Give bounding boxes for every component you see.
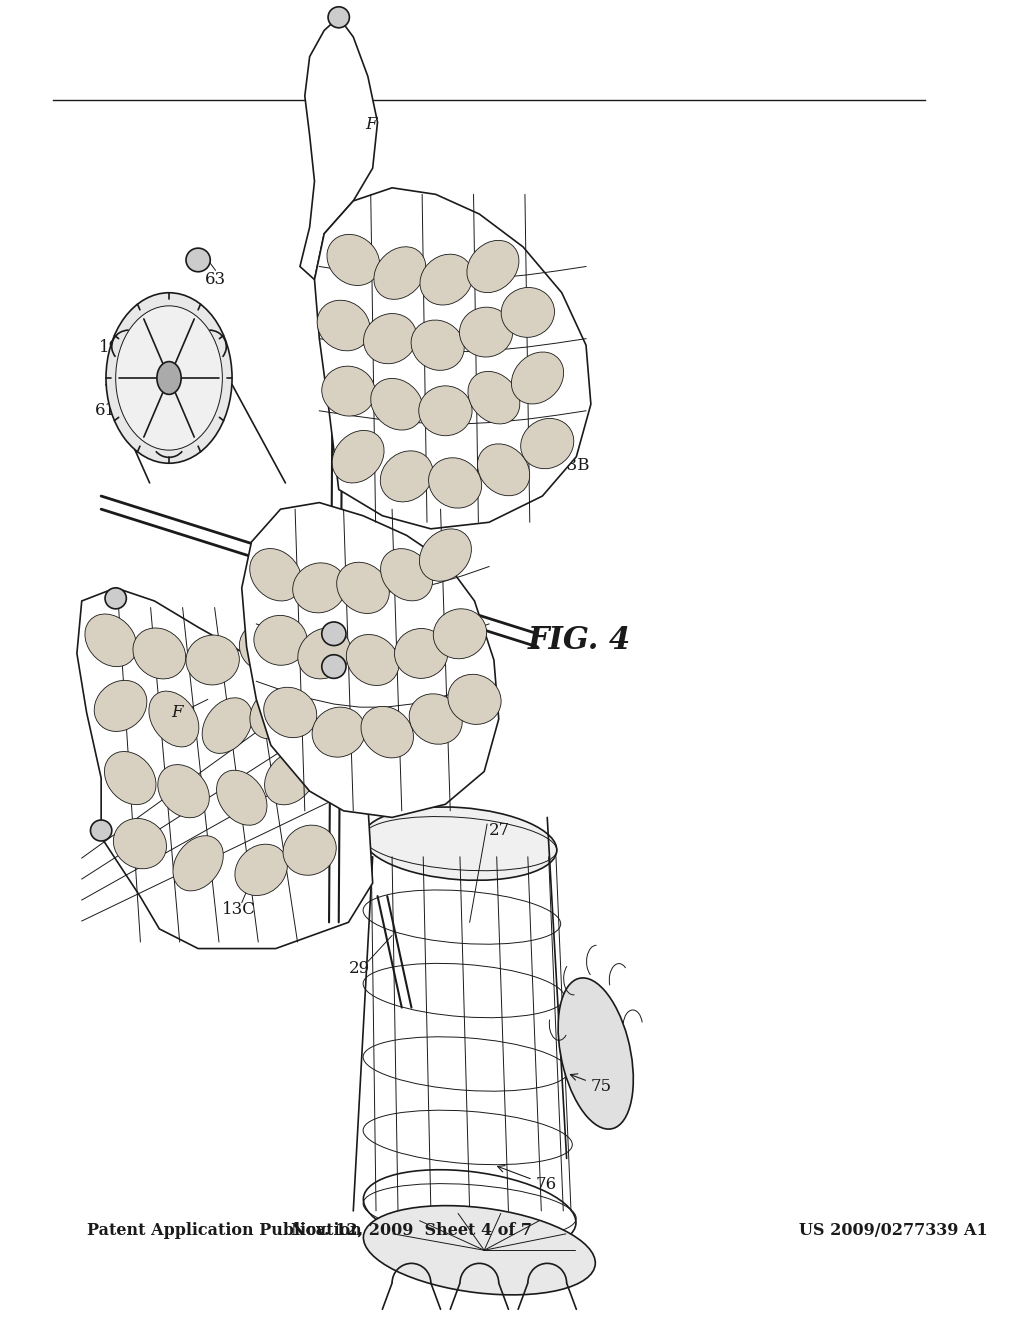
Text: F: F bbox=[171, 704, 182, 721]
Text: Patent Application Publication: Patent Application Publication bbox=[87, 1222, 361, 1239]
Ellipse shape bbox=[322, 366, 375, 416]
Ellipse shape bbox=[283, 825, 336, 875]
Ellipse shape bbox=[520, 418, 573, 469]
Text: 13A: 13A bbox=[431, 684, 464, 701]
Ellipse shape bbox=[511, 352, 563, 404]
Ellipse shape bbox=[148, 692, 199, 747]
Ellipse shape bbox=[327, 235, 380, 285]
Polygon shape bbox=[300, 17, 378, 280]
Ellipse shape bbox=[90, 820, 112, 841]
Ellipse shape bbox=[105, 587, 126, 609]
Ellipse shape bbox=[250, 549, 302, 601]
Text: 27: 27 bbox=[489, 822, 510, 840]
Ellipse shape bbox=[420, 255, 473, 305]
Text: 29: 29 bbox=[330, 251, 351, 268]
Ellipse shape bbox=[468, 371, 520, 424]
Ellipse shape bbox=[380, 451, 433, 502]
Ellipse shape bbox=[477, 444, 529, 496]
Ellipse shape bbox=[429, 458, 481, 508]
Text: 19: 19 bbox=[99, 339, 121, 356]
Ellipse shape bbox=[371, 379, 423, 430]
Ellipse shape bbox=[364, 314, 417, 364]
Ellipse shape bbox=[312, 727, 366, 777]
Ellipse shape bbox=[411, 319, 464, 371]
Ellipse shape bbox=[298, 628, 350, 678]
Ellipse shape bbox=[433, 609, 486, 659]
Ellipse shape bbox=[94, 680, 146, 731]
Text: F: F bbox=[468, 500, 479, 517]
Ellipse shape bbox=[158, 764, 209, 817]
Text: F: F bbox=[365, 116, 377, 133]
Text: 75: 75 bbox=[570, 1074, 612, 1094]
Ellipse shape bbox=[234, 845, 288, 895]
Ellipse shape bbox=[328, 7, 349, 28]
Ellipse shape bbox=[116, 306, 222, 450]
Text: 29: 29 bbox=[348, 960, 370, 977]
Text: 27: 27 bbox=[523, 356, 544, 374]
Ellipse shape bbox=[216, 770, 267, 825]
Ellipse shape bbox=[332, 430, 384, 483]
Ellipse shape bbox=[254, 615, 307, 665]
Ellipse shape bbox=[558, 978, 633, 1129]
Ellipse shape bbox=[381, 549, 433, 601]
Ellipse shape bbox=[186, 248, 210, 272]
Ellipse shape bbox=[460, 308, 513, 356]
Text: 63: 63 bbox=[205, 271, 226, 288]
Ellipse shape bbox=[114, 818, 167, 869]
Text: 17: 17 bbox=[290, 513, 311, 531]
Ellipse shape bbox=[410, 694, 462, 744]
Ellipse shape bbox=[173, 836, 223, 891]
Text: 61: 61 bbox=[94, 403, 116, 420]
Ellipse shape bbox=[106, 293, 232, 463]
Ellipse shape bbox=[85, 614, 137, 667]
Ellipse shape bbox=[364, 807, 557, 880]
Ellipse shape bbox=[157, 362, 181, 395]
Text: Nov. 12, 2009  Sheet 4 of 7: Nov. 12, 2009 Sheet 4 of 7 bbox=[291, 1222, 531, 1239]
Ellipse shape bbox=[250, 686, 301, 739]
Text: 76: 76 bbox=[498, 1166, 557, 1193]
Ellipse shape bbox=[322, 655, 346, 678]
Text: 13B: 13B bbox=[557, 457, 591, 474]
Ellipse shape bbox=[501, 288, 555, 338]
Ellipse shape bbox=[104, 751, 156, 805]
Ellipse shape bbox=[202, 698, 252, 754]
Ellipse shape bbox=[240, 622, 293, 672]
Ellipse shape bbox=[293, 660, 345, 713]
Ellipse shape bbox=[293, 562, 346, 612]
Polygon shape bbox=[77, 587, 373, 949]
Ellipse shape bbox=[447, 675, 501, 725]
Ellipse shape bbox=[264, 688, 316, 738]
Polygon shape bbox=[314, 187, 591, 529]
Ellipse shape bbox=[133, 628, 185, 678]
Ellipse shape bbox=[312, 708, 366, 758]
Ellipse shape bbox=[419, 385, 472, 436]
Ellipse shape bbox=[332, 620, 384, 673]
Ellipse shape bbox=[374, 247, 426, 300]
Ellipse shape bbox=[317, 300, 370, 351]
Ellipse shape bbox=[364, 1205, 595, 1295]
Text: US 2009/0277339 A1: US 2009/0277339 A1 bbox=[800, 1222, 988, 1239]
Ellipse shape bbox=[264, 751, 316, 805]
Ellipse shape bbox=[186, 635, 240, 685]
Ellipse shape bbox=[346, 635, 399, 685]
Ellipse shape bbox=[361, 706, 414, 758]
Text: 13C: 13C bbox=[222, 900, 256, 917]
Ellipse shape bbox=[322, 622, 346, 645]
Text: 16: 16 bbox=[360, 619, 381, 636]
Text: FIG. 4: FIG. 4 bbox=[527, 624, 631, 656]
Ellipse shape bbox=[420, 529, 471, 581]
Ellipse shape bbox=[337, 562, 389, 614]
Ellipse shape bbox=[394, 628, 447, 678]
Polygon shape bbox=[242, 503, 499, 817]
Ellipse shape bbox=[467, 240, 519, 293]
